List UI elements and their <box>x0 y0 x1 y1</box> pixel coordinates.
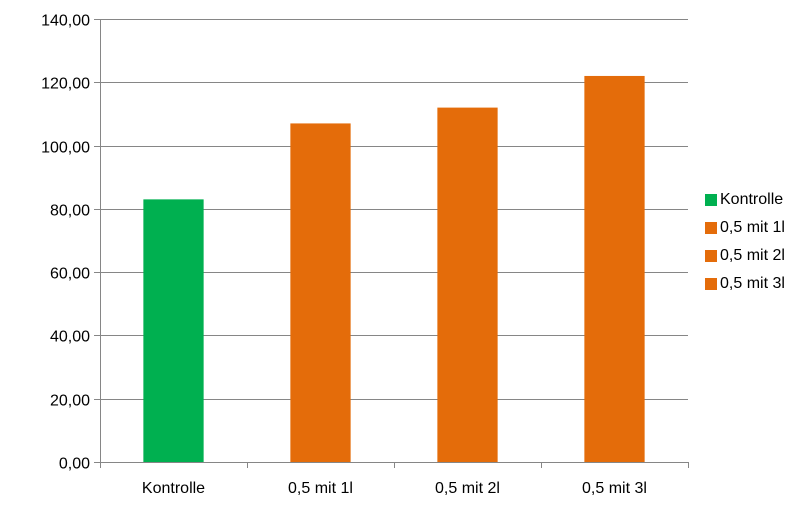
y-axis-ticks: 0,00 20,00 40,00 60,00 80,00 100,00 120,00 140,… <box>41 13 100 473</box>
legend-label: 0,5 mit 1l <box>720 219 785 236</box>
legend-swatch <box>705 278 717 290</box>
bar-3 <box>437 107 498 462</box>
bar-2 <box>290 123 351 463</box>
legend-swatch <box>705 194 717 206</box>
legend: Kontrolle 0,5 mit 1l 0,5 mit 2l 0,5 mit … <box>705 187 785 299</box>
legend-swatch <box>705 250 717 262</box>
x-tick-label: 0,5 mit 2l <box>435 480 500 497</box>
x-tick-label: 0,5 mit 3l <box>582 480 647 497</box>
y-tick-label: 140,00 <box>41 13 90 30</box>
bars <box>143 75 645 463</box>
y-tick-label: 40,00 <box>50 329 90 346</box>
y-tick-label: 120,00 <box>41 76 90 93</box>
y-tick-label: 60,00 <box>50 266 90 283</box>
legend-swatch <box>705 222 717 234</box>
x-tick-label: 0,5 mit 1l <box>288 480 353 497</box>
legend-label: 0,5 mit 2l <box>720 247 785 264</box>
bar-4 <box>584 75 645 462</box>
axes <box>100 19 689 468</box>
y-tick-label: 80,00 <box>50 203 90 220</box>
y-tick-label: 100,00 <box>41 140 90 157</box>
legend-label: Kontrolle <box>720 191 784 208</box>
legend-item-kontrolle: Kontrolle <box>705 187 785 213</box>
legend-item-2l: 0,5 mit 2l <box>705 243 785 269</box>
x-axis-labels: Kontrolle 0,5 mit 1l 0,5 mit 2l 0,5 mit 3l <box>142 480 647 497</box>
x-tick-label: Kontrolle <box>142 480 205 497</box>
bar-1 <box>143 199 204 462</box>
y-tick-label: 20,00 <box>50 393 90 410</box>
legend-item-3l: 0,5 mit 3l <box>705 271 785 297</box>
legend-label: 0,5 mit 3l <box>720 275 785 292</box>
y-tick-label: 0,00 <box>59 456 90 473</box>
legend-item-1l: 0,5 mit 1l <box>705 215 785 241</box>
